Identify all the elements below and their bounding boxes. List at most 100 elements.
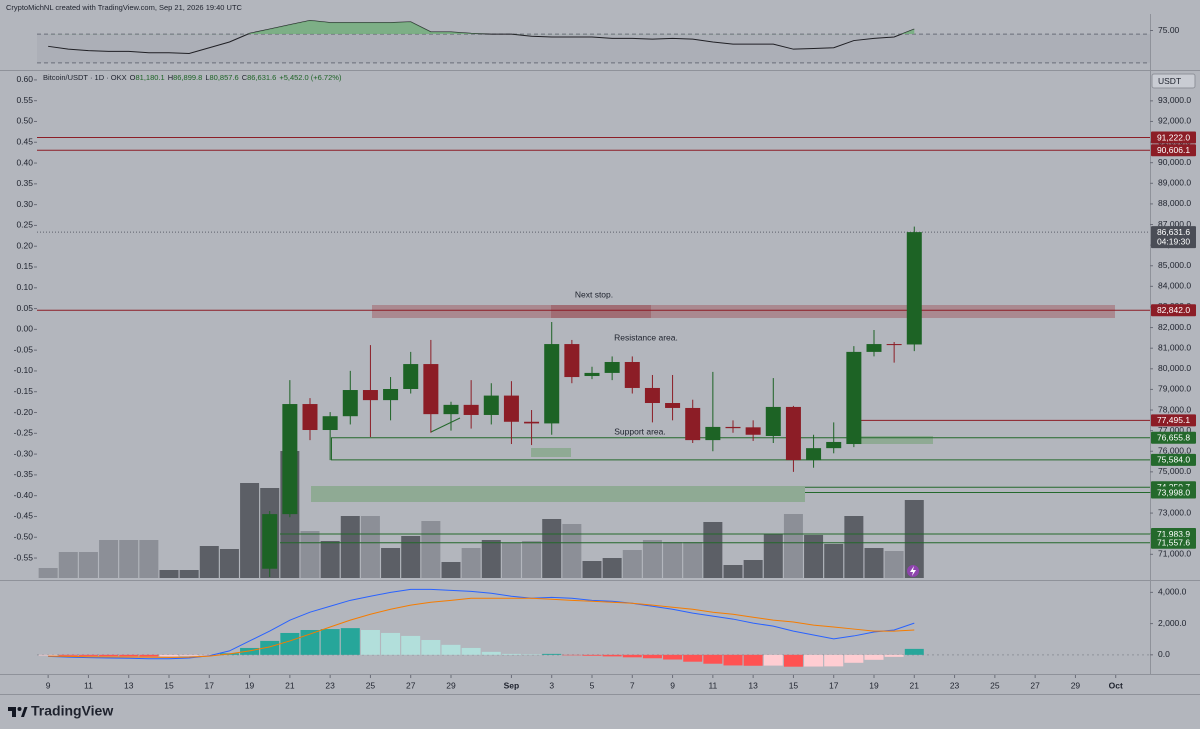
y2-tick-label: 0.10: [16, 282, 33, 292]
y2-tick-label: -0.40: [14, 490, 34, 500]
candle-body: [342, 390, 358, 417]
y-tick-label: 75,000.0: [1158, 466, 1191, 476]
x-tick-label: 11: [708, 680, 717, 690]
price-label-box: [1151, 131, 1196, 144]
volume-bar: [421, 521, 441, 578]
candle-body: [765, 406, 781, 436]
candle-body: [785, 406, 801, 461]
candle-body: [584, 372, 600, 377]
legend: Bitcoin/USDT · 1D · OKX O81,180.1 H86,899.…: [43, 73, 342, 82]
price-label-box: [1151, 144, 1196, 157]
x-tick-label: 27: [1030, 680, 1040, 690]
y-tick-label: 89,000.0: [1158, 178, 1191, 188]
volume-bar: [199, 546, 219, 578]
candle-body: [282, 404, 298, 515]
volume-bar: [78, 552, 98, 578]
candle-body: [604, 361, 620, 373]
logo-shape: [21, 707, 28, 717]
histogram-bar: [542, 653, 562, 655]
candle-body: [866, 344, 882, 352]
price-label: 71,557.6: [1157, 538, 1190, 548]
histogram-bar: [360, 629, 380, 655]
legend-key: H: [168, 73, 173, 82]
zones: [311, 305, 1115, 502]
x-tick-label: 21: [910, 680, 920, 690]
volume-bar: [723, 565, 743, 578]
volume-bar: [139, 540, 159, 578]
x-tick-label: 5: [590, 680, 595, 690]
histogram-bar: [78, 654, 98, 656]
y-tick-label: 88,000.0: [1158, 198, 1191, 208]
y2-tick-label: 0.05: [16, 303, 33, 313]
annotation: Support area.: [614, 426, 666, 436]
histogram-bar: [58, 654, 78, 656]
y-tick-label: 77,000.0: [1158, 425, 1191, 435]
candle-body: [503, 395, 519, 422]
macd-line: [48, 597, 915, 658]
legend-change: +5,452.0 (+6.72%): [279, 73, 342, 82]
y2-tick-label: 0.35: [16, 178, 33, 188]
y-tick-label: 75.00: [1158, 25, 1180, 35]
y2-tick-label: -0.15: [14, 386, 34, 396]
volume-bar: [481, 540, 501, 578]
candle-body: [262, 514, 278, 569]
legend-key: L: [205, 73, 209, 82]
legend-value: 81,180.1: [135, 73, 164, 82]
histogram-bar: [844, 654, 864, 663]
volume-bar: [562, 524, 582, 578]
histogram-bar: [381, 632, 401, 655]
volume-bar: [300, 531, 320, 578]
x-tick-label: 9: [670, 680, 675, 690]
candle-body: [624, 361, 640, 388]
volume-bar: [642, 540, 662, 578]
x-tick-label: 13: [124, 680, 134, 690]
y2-tick-label: 0.00: [16, 324, 33, 334]
rsi-overbought-fill: [247, 20, 915, 35]
x-tick-label: 11: [84, 680, 93, 690]
histogram-bar: [703, 654, 723, 664]
y2-tick-label: 0.50: [16, 116, 33, 126]
event-icon-bolt: [910, 566, 916, 576]
brand-logo: [8, 707, 28, 717]
y-tick-label: 4,000.0: [1158, 587, 1187, 597]
y2-tick-label: 0.30: [16, 199, 33, 209]
histogram-bar: [663, 654, 683, 660]
histogram-bar: [199, 654, 219, 656]
volume-bar: [441, 562, 461, 578]
legend-value: 86,631.6: [247, 73, 276, 82]
price-label: 71,983.9: [1157, 529, 1190, 539]
volume-bar: [844, 516, 864, 578]
candle-body: [322, 416, 338, 431]
volume-bar: [542, 519, 562, 578]
x-tick-label: 27: [406, 680, 416, 690]
x-tick-label: 15: [164, 680, 174, 690]
histogram-bar: [441, 644, 461, 655]
volume-bar: [804, 535, 824, 578]
y2-tick-label: -0.50: [14, 532, 34, 542]
support-zone: [311, 486, 805, 502]
x-tick-label: 19: [245, 680, 255, 690]
volume-bar: [340, 516, 360, 578]
histogram-bar: [159, 654, 179, 657]
price-label: 75,584.0: [1157, 455, 1190, 465]
candle-body: [544, 344, 560, 424]
y-tick-label: 90,000.0: [1158, 157, 1191, 167]
y2-tick-label: 0.45: [16, 137, 33, 147]
y-tick-label: 78,000.0: [1158, 404, 1191, 414]
histogram-bar: [99, 654, 119, 657]
histogram-bar: [864, 654, 884, 660]
volume-bar: [461, 548, 481, 578]
rsi-band: [37, 34, 1150, 63]
histogram-bar: [783, 654, 803, 667]
volume-bar: [884, 551, 904, 578]
candle-body: [685, 407, 701, 441]
legend-key: O: [130, 73, 136, 82]
volume-bar: [240, 483, 260, 578]
histogram-bar: [562, 654, 582, 656]
y2-tick-label: -0.10: [14, 365, 34, 375]
x-tick-label: 17: [205, 680, 215, 690]
price-panel: [37, 137, 1150, 578]
plots: 75.00 0.60 0.55 0.50 0.45 0.40 0.35 0.30 0.25 0.2…: [14, 19, 1196, 690]
